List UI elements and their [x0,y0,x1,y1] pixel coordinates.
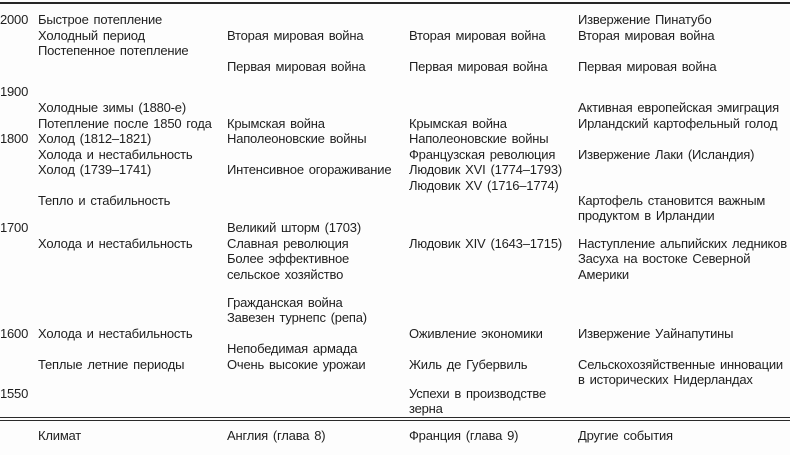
year-label: 1800 [0,131,29,146]
timeline-row: 1700 Великий шторм (1703) [0,220,790,235]
year-label: 1600 [0,326,29,341]
timeline-row: 2000 Быстрое потепление Извержение Пинат… [0,12,790,27]
cell-climate: Холод (1739–1741) [38,162,152,177]
year-label: 1700 [0,220,29,235]
cell-others: продуктом в Ирландии [578,208,715,223]
column-header-row: Климат Англия (глава 8) Франция (глава 9… [0,428,790,443]
timeline-row: Холод (1739–1741) Интенсивное огораживан… [0,162,790,177]
column-header-others: Другие события [578,428,673,443]
cell-england: Гражданская война [227,295,343,310]
cell-france: Успехи в производстве [409,386,547,401]
cell-climate: Холода и нестабильность [38,326,193,341]
timeline-row: Холодный период Вторая мировая война Вто… [0,28,790,43]
timeline-row: Холодные зимы (1880-е) Активная европейс… [0,100,790,115]
cell-france: Людовик XIV (1643–1715) [409,236,562,251]
cell-england: Крымская война [227,116,325,131]
cell-others: Вторая мировая война [578,28,715,43]
timeline-row: Непобедимая армада [0,341,790,356]
timeline-row: Первая мировая война Первая мировая войн… [0,59,790,74]
cell-climate: Теплые летние периоды [38,357,185,372]
timeline-row: Холода и нестабильность Славная революци… [0,236,790,251]
year-label: 1900 [0,84,29,99]
timeline-row: Теплые летние периоды Очень высокие урож… [0,357,790,372]
cell-france: Первая мировая война [409,59,548,74]
cell-others: Картофель становится важным [578,193,766,208]
cell-france: Оживление экономики [409,326,543,341]
cell-others: Наступление альпийских ледников [578,236,787,251]
cell-climate: Холодный период [38,28,145,43]
cell-france: Людовик XVI (1774–1793) [409,162,562,177]
cell-others: Извержение Лаки (Исландия) [578,147,755,162]
cell-england: Более эффективное [227,251,350,266]
cell-england: сельское хозяйство [227,267,344,282]
cell-others: Сельскохозяйственные инновации [578,357,783,372]
cell-england: Непобедимая армада [227,341,358,356]
cell-others: в исторических Нидерландах [578,372,753,387]
timeline-row: 1900 [0,84,790,99]
cell-france: Крымская война [409,116,507,131]
cell-climate: Потепление после 1850 года [38,116,212,131]
cell-climate: Холода и нестабильность [38,236,193,251]
cell-england: Славная революция [227,236,349,251]
timeline-row: Завезен турнепс (репа) [0,310,790,325]
cell-france: Французская революция [409,147,556,162]
timeline-row: 1550 Успехи в производстве [0,386,790,401]
timeline-row: в исторических Нидерландах [0,372,790,387]
cell-others: Ирландский картофельный голод [578,116,778,131]
cell-england: Наполеоновские войны [227,131,367,146]
timeline-row: 1800 Холод (1812–1821) Наполеоновские во… [0,131,790,146]
cell-france: Наполеоновские войны [409,131,549,146]
cell-england: Первая мировая война [227,59,366,74]
cell-others: Активная европейская эмиграция [578,100,779,115]
cell-others: Первая мировая война [578,59,717,74]
cell-climate: Постепенное потепление [38,43,189,58]
cell-others: Америки [578,267,629,282]
column-header-france: Франция (глава 9) [409,428,519,443]
year-label: 1550 [0,386,29,401]
cell-england: Интенсивное огораживание [227,162,392,177]
cell-france: зерна [409,401,443,416]
timeline-row: сельское хозяйство Америки [0,267,790,282]
bottom-rule [0,417,790,421]
timeline-row: Потепление после 1850 года Крымская войн… [0,116,790,131]
timeline-row: Холода и нестабильность Французская рево… [0,147,790,162]
cell-france: Людовик XV (1716–1774) [409,178,559,193]
cell-england: Завезен турнепс (репа) [227,310,367,325]
column-header-england: Англия (глава 8) [227,428,326,443]
timeline-row: зерна [0,401,790,416]
column-header-climate: Климат [38,428,82,443]
timeline-row: Гражданская война [0,295,790,310]
cell-climate: Холодные зимы (1880-е) [38,100,186,115]
cell-others: Засуха на востоке Северной [578,251,751,266]
cell-climate: Тепло и стабильность [38,193,171,208]
timeline-row: Людовик XV (1716–1774) [0,178,790,193]
timeline-row: Постепенное потепление [0,43,790,58]
year-label: 2000 [0,12,29,27]
cell-climate: Холод (1812–1821) [38,131,152,146]
cell-england: Великий шторм (1703) [227,220,361,235]
timeline-row: Тепло и стабильность Картофель становитс… [0,193,790,208]
cell-others: Извержение Уайнапутины [578,326,734,341]
cell-others: Извержение Пинатубо [578,12,712,27]
timeline-row: 1600 Холода и нестабильность Оживление э… [0,326,790,341]
cell-climate: Быстрое потепление [38,12,163,27]
timeline-row: продуктом в Ирландии [0,208,790,223]
cell-france: Вторая мировая война [409,28,546,43]
cell-england: Вторая мировая война [227,28,364,43]
timeline-row: Более эффективное Засуха на востоке Севе… [0,251,790,266]
cell-france: Жиль де Губервиль [409,357,528,372]
cell-climate: Холода и нестабильность [38,147,193,162]
top-rule [0,2,790,4]
cell-england: Очень высокие урожаи [227,357,366,372]
